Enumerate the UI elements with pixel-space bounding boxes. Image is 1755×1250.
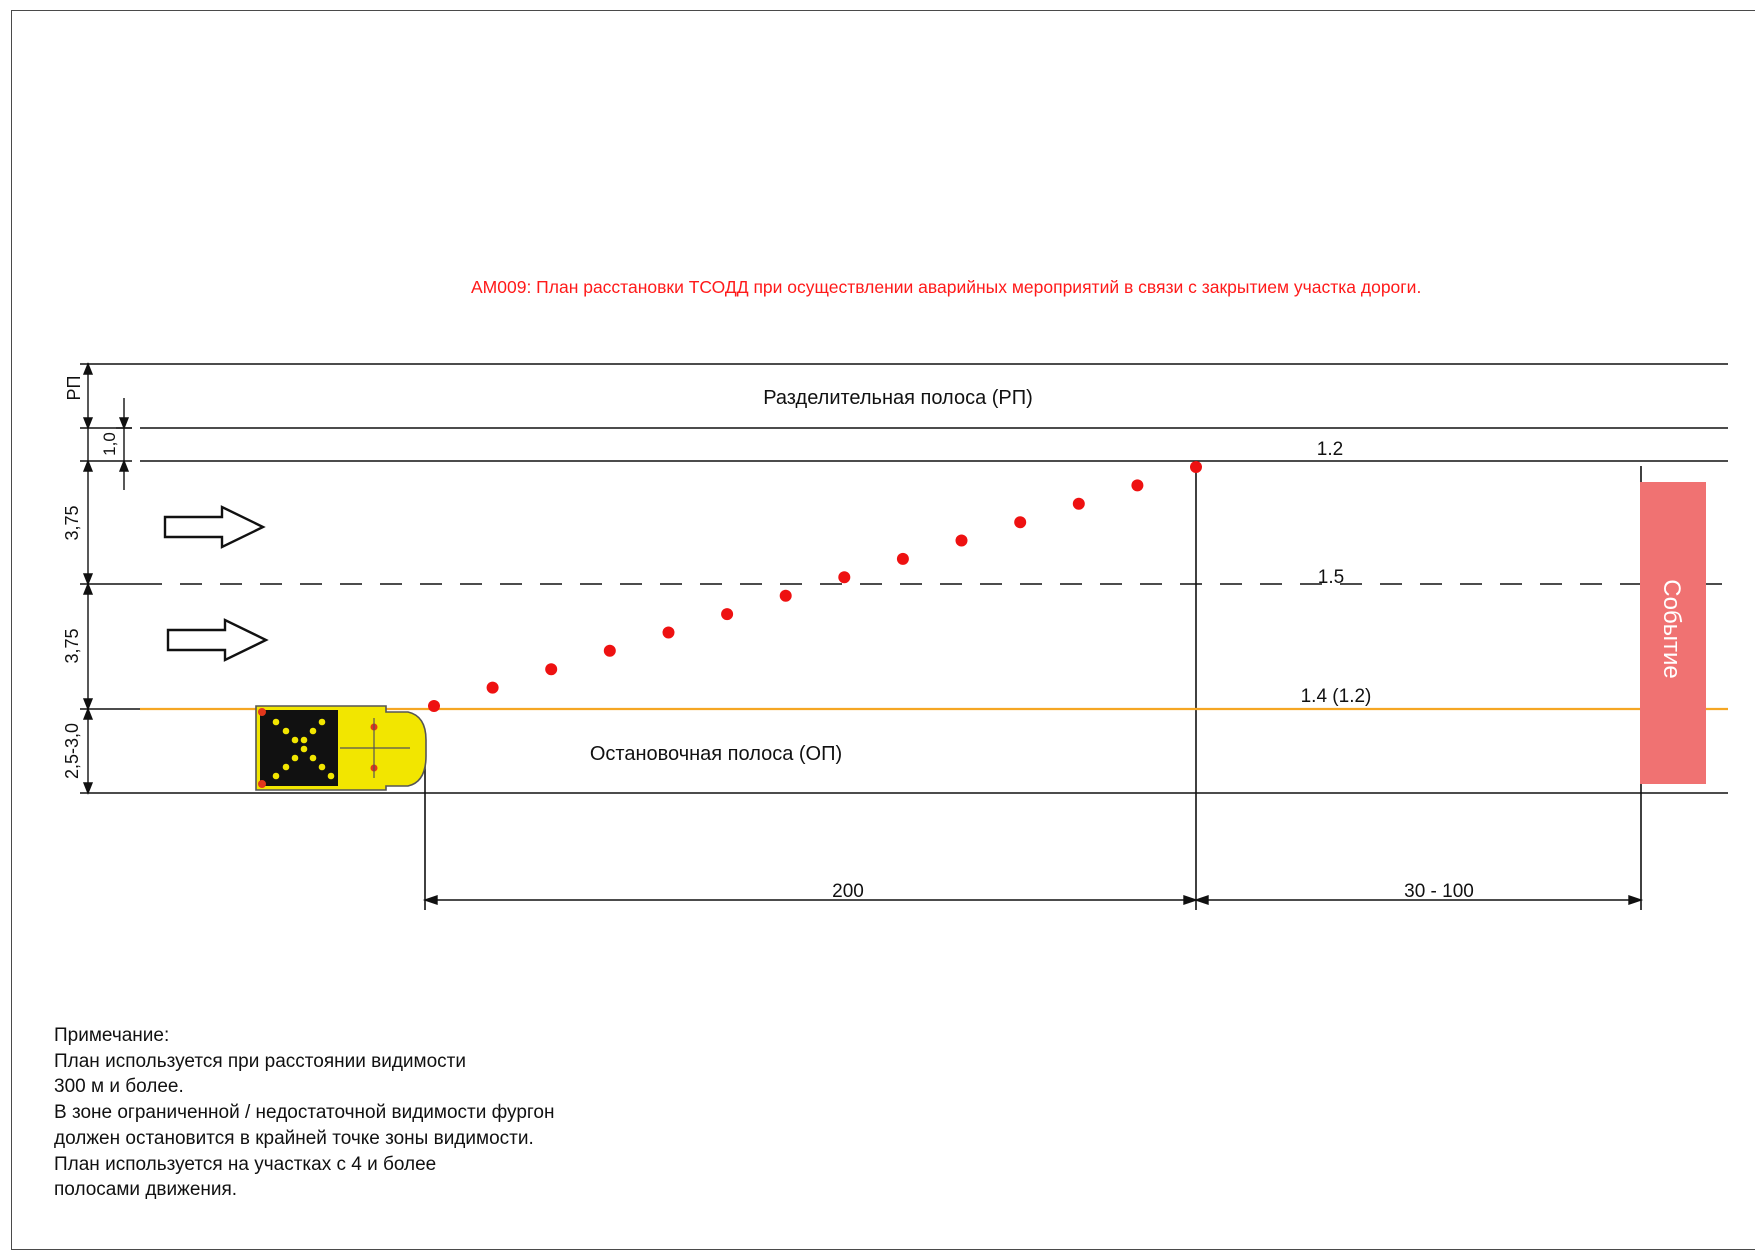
shoulder-label: Остановочная полоса (ОП) [590,743,842,765]
traffic-cone-icon [428,700,440,712]
marking-middle-label: 1.5 [1318,567,1344,588]
bottom-dimension-chain [422,895,1644,905]
note-line: В зоне ограниченной / недостаточной види… [54,1102,555,1124]
dimension-lane-top: 3,75 [62,505,82,540]
traffic-cone-icon [1131,479,1144,492]
warning-vehicle-icon [255,705,427,791]
median-label: Разделительная полоса (РП) [763,387,1033,409]
traffic-cone-icon [1072,497,1085,510]
traffic-cone-icon [603,644,616,657]
arrow-right-icon [166,618,269,662]
traffic-cone-icon [838,571,851,584]
traffic-cone-icon [1190,461,1202,473]
traffic-cone-icon [955,534,968,547]
event-block: Событие [1640,482,1706,784]
traffic-cone-icon [721,608,734,621]
note-heading: Примечание: [54,1025,170,1046]
note-line: должен остановится в крайней точке зоны … [54,1127,534,1149]
dimension-lane-bottom: 3,75 [62,628,82,663]
event-label: Событие [1658,579,1685,678]
arrow-right-icon [163,505,266,549]
note-line: План используется на участках с 4 и боле… [54,1153,437,1175]
diagram-title: АМ009: План расстановки ТСОДД при осущес… [471,277,1421,297]
marking-bottom-label: 1.4 (1.2) [1301,686,1372,707]
dimension-gap: 1,0 [100,432,119,456]
dimension-shoulder: 2,5-3,0 [62,723,82,779]
traffic-cone-icon [545,663,558,676]
note-line: 300 м и более. [54,1076,184,1098]
cone-taper [428,461,1202,712]
dimension-median: РП [64,376,84,401]
traffic-cone-icon [779,589,792,602]
traffic-cone-icon [896,552,909,565]
dimension-buffer-length: 30 - 100 [1404,881,1474,902]
traffic-cone-icon [662,626,675,639]
notes-block: Примечание: План используется при расстоя… [54,1023,554,1203]
traffic-cone-icon [486,681,499,694]
dimension-taper-length: 200 [832,881,864,902]
traffic-cone-icon [1014,516,1027,529]
note-line: План используется при расстоянии видимос… [54,1050,466,1072]
left-dimension-chain [80,362,140,795]
road-lines [140,363,1728,910]
note-line: полосами движения. [54,1179,238,1201]
marking-top-label: 1.2 [1317,439,1343,460]
